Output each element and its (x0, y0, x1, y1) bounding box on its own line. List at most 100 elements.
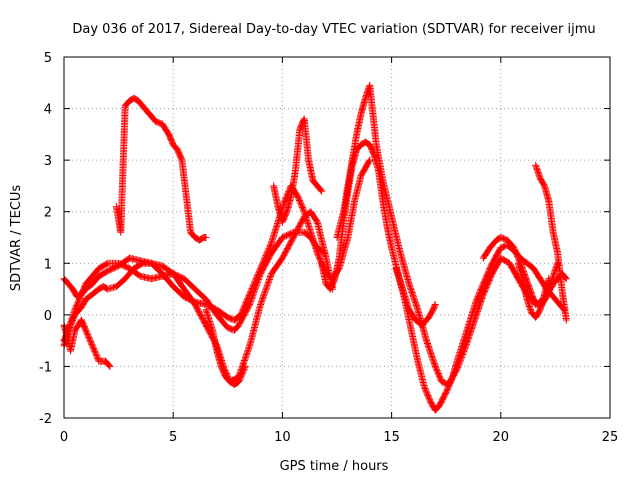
data-point (241, 362, 249, 370)
data-point-segment (479, 271, 495, 298)
data-point-segment (78, 297, 89, 311)
data-point-segment (82, 326, 96, 348)
data-point-segment (453, 343, 469, 373)
data-point-segment (202, 301, 219, 313)
series-track-g (270, 115, 326, 226)
data-point-segment (292, 127, 304, 174)
data-point-segment (407, 326, 421, 364)
data-point-segment (121, 98, 133, 110)
x-axis-label: GPS time / hours (280, 459, 389, 474)
data-point-segment (497, 254, 512, 266)
data-point-segment (541, 182, 552, 204)
data-point-segment (388, 213, 404, 255)
x-tick-label: 10 (274, 430, 291, 445)
data-point-segment (278, 235, 297, 262)
y-tick-label: 1 (44, 257, 52, 272)
data-point (562, 275, 570, 283)
data-point-segment (514, 259, 526, 281)
data-point-segment (180, 293, 198, 305)
data-point-segment (318, 259, 330, 286)
data-point-segment (230, 379, 242, 388)
data-point-segment (492, 245, 504, 259)
data-point-segment (431, 402, 443, 414)
data-point-segment (510, 244, 524, 266)
data-point-segment (191, 285, 209, 302)
data-point-segment (479, 266, 493, 288)
data-point-segment (169, 283, 187, 300)
data-point-segment (169, 270, 187, 292)
data-point-segment (307, 228, 321, 255)
data-point-segment (436, 390, 449, 409)
data-point-segment (554, 249, 566, 291)
data-point-segment (294, 192, 308, 214)
data-point-segment (147, 259, 165, 277)
y-axis-label: SDTVAR / TECUs (9, 185, 24, 292)
data-point-segment (73, 291, 84, 301)
data-point-segment (283, 194, 295, 216)
data-point-segment (344, 199, 358, 241)
data-point-segment (462, 317, 478, 350)
data-point-segment (182, 192, 194, 235)
data-point-segment (202, 306, 216, 333)
data-point-segment (558, 285, 570, 322)
data-point-segment (361, 138, 373, 148)
y-tick-label: 2 (44, 206, 52, 221)
data-point-segment (213, 311, 231, 331)
data-point-segment (383, 223, 395, 250)
x-tick-label: 20 (493, 430, 510, 445)
data-point-segment (429, 302, 439, 314)
data-point-segment (532, 307, 543, 321)
data-point-segment (405, 280, 421, 312)
data-point-segment (121, 266, 137, 283)
data-point-segment (246, 302, 264, 350)
data-point (202, 234, 210, 241)
data-point-segment (523, 277, 537, 302)
data-point-segment (357, 96, 369, 118)
data-point-segment (351, 173, 365, 205)
series-track-c (60, 156, 374, 324)
data-point-segment (503, 236, 517, 251)
data-point-segment (67, 328, 79, 355)
data-point-segment (237, 292, 253, 319)
data-point-segment (353, 111, 365, 138)
data-point-segment (444, 366, 460, 388)
data-point-segment (139, 102, 150, 114)
data-point-segment (392, 264, 406, 292)
data-point-segment (300, 115, 312, 163)
data-point-segment (399, 285, 413, 312)
data-point-segment (486, 237, 499, 252)
data-point-segment (536, 292, 548, 314)
y-tick-label: -1 (39, 360, 52, 375)
data-point-segment (268, 255, 285, 278)
data-point-segment (289, 214, 307, 241)
data-point-segment (158, 120, 172, 137)
data-point-segment (147, 112, 159, 124)
data-point-segment (300, 208, 314, 235)
data-point (106, 362, 114, 370)
data-point-segment (195, 234, 207, 244)
data-point-segment (423, 337, 439, 369)
series-track-l (532, 161, 570, 324)
data-point-segment (82, 291, 95, 303)
series-track-f (202, 306, 249, 388)
data-point-segment (71, 304, 84, 319)
data-point-segment (235, 302, 253, 329)
data-point-segment (506, 259, 521, 281)
series-track-m (514, 259, 553, 321)
data-point-segment (466, 297, 480, 324)
data-point-segment (82, 281, 95, 293)
data-point-segment (414, 357, 428, 389)
data-point-segment (95, 268, 110, 280)
y-tick-label: 3 (44, 154, 52, 169)
data-point-segment (88, 342, 102, 364)
data-point-segment (88, 266, 102, 280)
data-point-segment (213, 347, 225, 369)
data-point-segment (549, 293, 563, 307)
data-point (431, 301, 439, 309)
axis-ticks: 0 5 10 15 20 25 -2 -1 0 1 2 3 4 5 (39, 51, 618, 445)
data-point-segment (143, 107, 154, 119)
data-point-segment (530, 264, 543, 281)
data-point-segment (169, 141, 181, 153)
data-point-segment (425, 307, 436, 321)
